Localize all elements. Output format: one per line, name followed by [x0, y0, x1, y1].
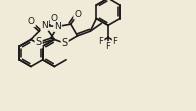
Text: N: N	[41, 21, 48, 30]
Text: F: F	[106, 42, 111, 51]
Text: O: O	[51, 14, 58, 23]
Text: O: O	[74, 10, 81, 19]
Text: F: F	[113, 37, 117, 46]
Text: S: S	[35, 37, 42, 47]
Text: F: F	[99, 37, 103, 46]
Text: S: S	[62, 38, 68, 48]
Text: O: O	[28, 17, 35, 26]
Text: N: N	[54, 22, 61, 31]
